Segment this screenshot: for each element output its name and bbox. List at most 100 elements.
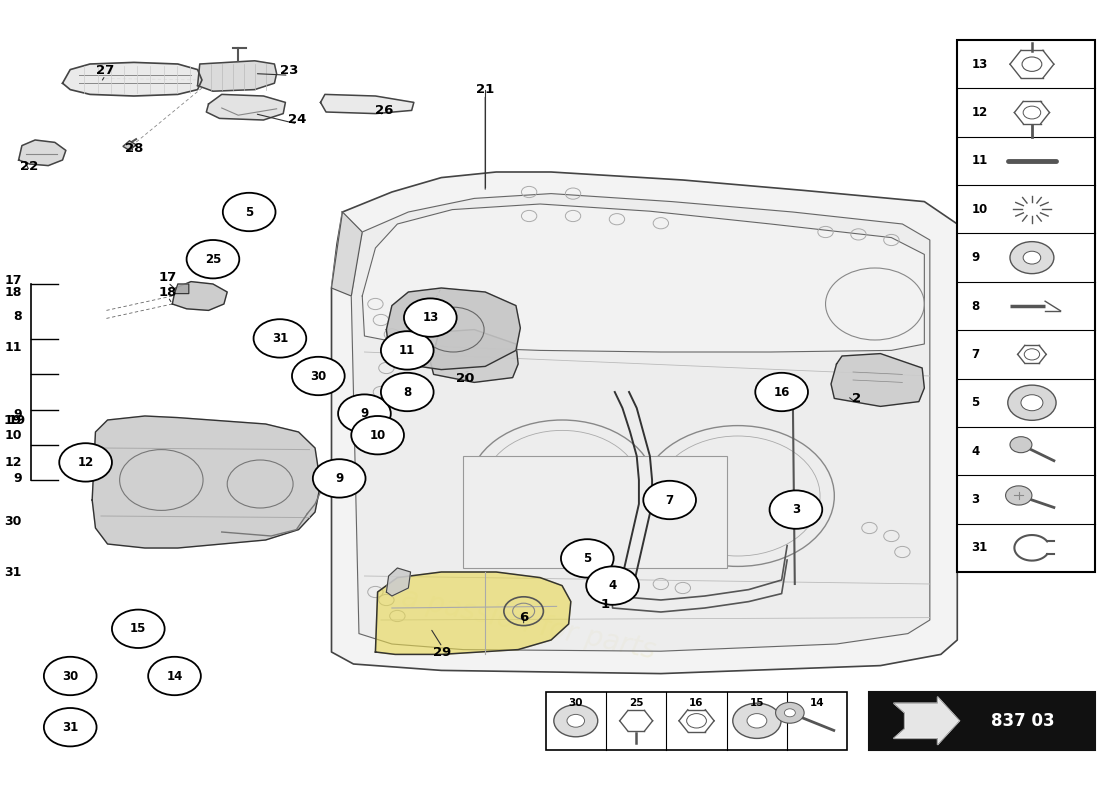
Circle shape [338, 394, 390, 433]
Text: 13: 13 [971, 58, 988, 70]
Text: 837 03: 837 03 [991, 712, 1055, 730]
Text: 20: 20 [456, 372, 474, 385]
Circle shape [404, 298, 456, 337]
Text: 9: 9 [971, 251, 980, 264]
Circle shape [1023, 106, 1041, 119]
Text: 16: 16 [773, 386, 790, 398]
Circle shape [59, 443, 112, 482]
Circle shape [44, 657, 97, 695]
Text: 25: 25 [205, 253, 221, 266]
Text: 13: 13 [422, 311, 439, 324]
Text: 9: 9 [336, 472, 343, 485]
Circle shape [254, 319, 306, 358]
Text: 25: 25 [629, 698, 644, 709]
Circle shape [686, 714, 706, 728]
Text: 5: 5 [583, 552, 592, 565]
Polygon shape [175, 284, 189, 294]
Circle shape [770, 490, 822, 529]
Text: 31: 31 [971, 542, 988, 554]
Text: 12: 12 [971, 106, 988, 119]
Text: 23: 23 [279, 64, 298, 77]
Polygon shape [331, 212, 362, 296]
Circle shape [1021, 394, 1043, 410]
Text: 8: 8 [403, 386, 411, 398]
Text: 11: 11 [399, 344, 416, 357]
Text: 31: 31 [272, 332, 288, 345]
Circle shape [292, 357, 344, 395]
Text: 17: 17 [4, 274, 22, 286]
Polygon shape [331, 172, 957, 674]
Circle shape [1024, 349, 1040, 360]
Bar [869, 692, 1094, 750]
Text: 15: 15 [750, 698, 764, 709]
Polygon shape [430, 330, 518, 382]
Text: 7: 7 [971, 348, 980, 361]
Circle shape [566, 714, 584, 727]
Text: 19: 19 [8, 414, 25, 427]
Polygon shape [198, 61, 276, 91]
Circle shape [187, 240, 240, 278]
Circle shape [351, 416, 404, 454]
Text: 30: 30 [569, 698, 583, 709]
Polygon shape [63, 62, 202, 96]
Circle shape [561, 539, 614, 578]
Circle shape [784, 709, 795, 717]
Text: a passion for parts: a passion for parts [399, 583, 659, 665]
Circle shape [381, 331, 433, 370]
Text: 5: 5 [245, 206, 253, 218]
Text: 14: 14 [810, 698, 825, 709]
Text: 24: 24 [288, 113, 307, 126]
Polygon shape [386, 288, 520, 370]
Polygon shape [386, 568, 410, 596]
Circle shape [112, 610, 165, 648]
Polygon shape [830, 354, 924, 406]
Polygon shape [92, 416, 320, 548]
Polygon shape [123, 141, 136, 150]
Circle shape [312, 459, 365, 498]
Text: 3: 3 [971, 493, 980, 506]
Bar [957, 40, 1094, 572]
Circle shape [1010, 242, 1054, 274]
Text: 1: 1 [601, 598, 609, 610]
Text: 9: 9 [13, 408, 22, 421]
Polygon shape [320, 94, 414, 114]
Text: 18: 18 [4, 286, 22, 299]
Text: 14: 14 [166, 670, 183, 682]
Text: 17: 17 [158, 271, 177, 284]
Text: 10: 10 [4, 429, 22, 442]
Text: 19: 19 [4, 414, 22, 427]
Text: 31: 31 [62, 721, 78, 734]
Circle shape [1005, 486, 1032, 505]
Bar [546, 692, 847, 750]
Text: 10: 10 [370, 429, 386, 442]
Text: 21: 21 [476, 83, 494, 96]
Text: 6: 6 [519, 611, 528, 624]
Text: 30: 30 [4, 515, 22, 528]
Text: 28: 28 [124, 142, 143, 154]
Polygon shape [19, 140, 66, 166]
Circle shape [148, 657, 201, 695]
Polygon shape [351, 194, 930, 651]
Text: 30: 30 [62, 670, 78, 682]
Text: 18: 18 [158, 286, 177, 298]
Circle shape [747, 714, 767, 728]
Circle shape [776, 702, 804, 723]
Text: 9: 9 [13, 472, 22, 485]
Polygon shape [362, 204, 924, 352]
Text: 11: 11 [971, 154, 988, 167]
Text: 26: 26 [375, 104, 394, 117]
Text: 15: 15 [130, 622, 146, 635]
Text: 3: 3 [792, 503, 800, 516]
Polygon shape [173, 282, 228, 310]
Text: 5: 5 [971, 396, 980, 410]
Text: 8: 8 [971, 299, 980, 313]
Text: 12: 12 [4, 456, 22, 469]
Polygon shape [375, 572, 571, 654]
Circle shape [1008, 385, 1056, 420]
Polygon shape [893, 697, 959, 745]
Circle shape [1010, 437, 1032, 453]
Text: 30: 30 [310, 370, 327, 382]
Text: 27: 27 [96, 64, 114, 77]
Text: 22: 22 [21, 160, 38, 173]
Text: 31: 31 [4, 566, 22, 578]
